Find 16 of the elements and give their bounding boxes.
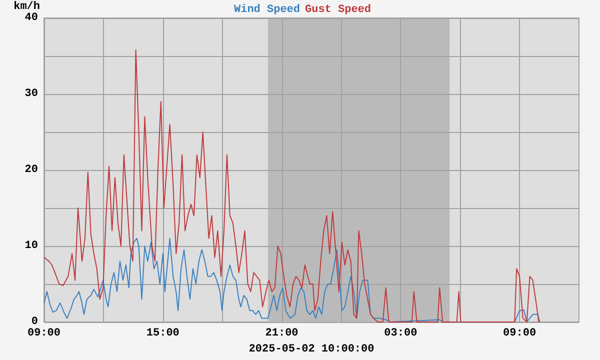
y-tick-label: 30	[24, 88, 38, 100]
line-series	[44, 49, 540, 322]
y-tick-label: 10	[24, 240, 38, 252]
x-tick-label: 09:00	[27, 328, 61, 340]
line-series	[44, 238, 540, 322]
x-tick-label: 03:00	[384, 328, 418, 340]
x-axis-title: 2025-05-02 10:00:00	[248, 344, 374, 356]
y-tick-label: 40	[24, 12, 38, 24]
x-tick-label: 15:00	[146, 328, 180, 340]
y-tick-label: 20	[24, 164, 38, 176]
text: Gust Speed	[305, 4, 372, 16]
y-axis-title: km/h	[14, 1, 40, 14]
text: Wind Speed	[234, 4, 300, 16]
x-tick-label: 09:00	[503, 328, 536, 340]
y-tick-label: 0	[31, 316, 38, 328]
x-tick-label: 21:00	[265, 328, 298, 340]
